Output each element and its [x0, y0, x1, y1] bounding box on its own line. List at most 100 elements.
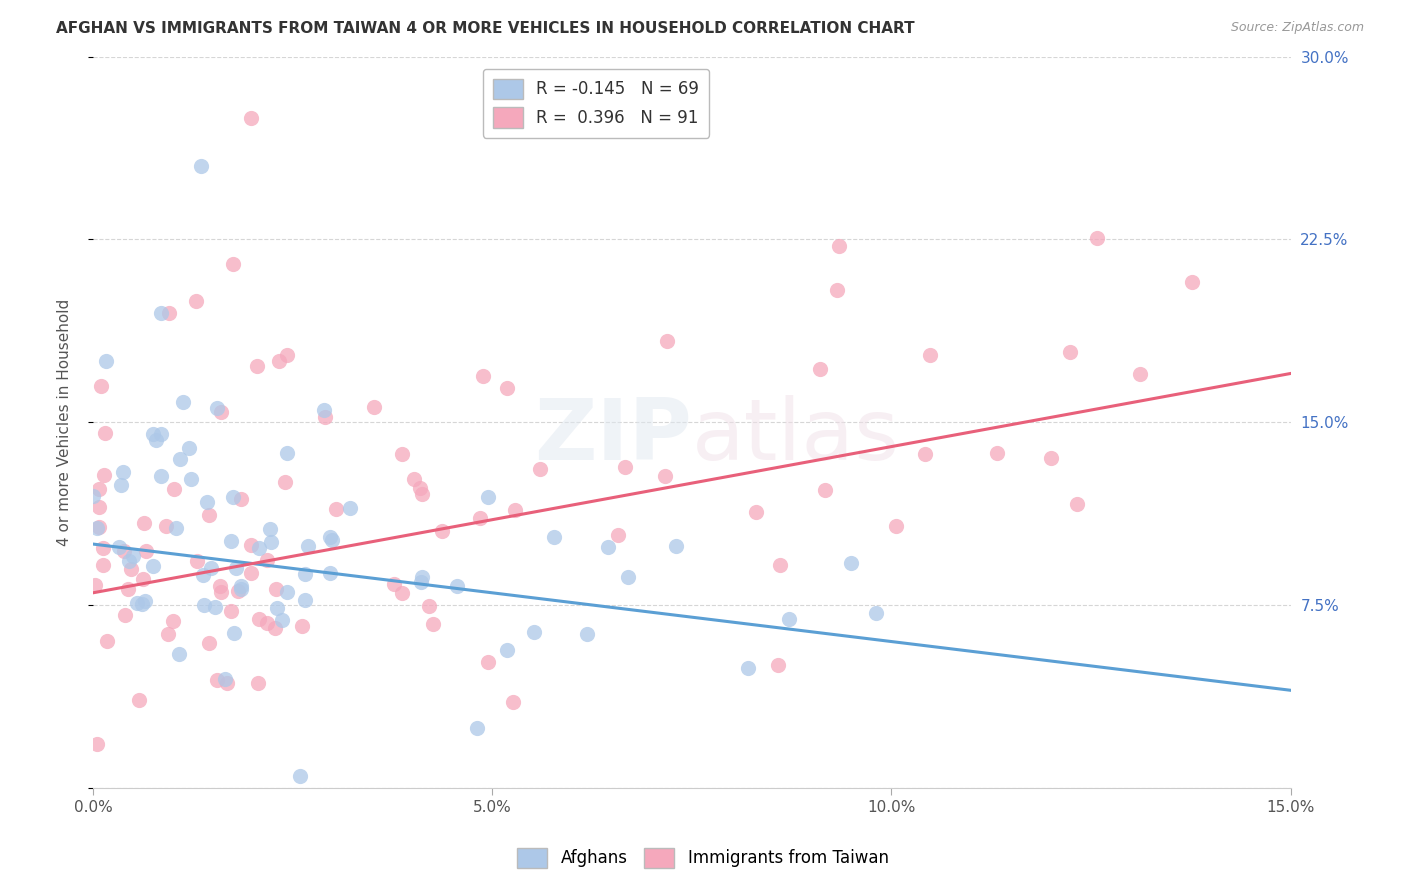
Point — [470, 510, 492, 524]
Point — [411, 487, 433, 501]
Text: Source: ZipAtlas.com: Source: ZipAtlas.com — [1230, 21, 1364, 34]
Point — [229, 491, 252, 506]
Point — [219, 534, 242, 549]
Point — [112, 543, 135, 558]
Point — [135, 544, 157, 558]
Point — [107, 540, 129, 554]
Point — [808, 362, 831, 376]
Point — [132, 516, 155, 531]
Point — [314, 409, 336, 424]
Point — [240, 538, 263, 552]
Legend: Afghans, Immigrants from Taiwan: Afghans, Immigrants from Taiwan — [510, 841, 896, 875]
Point — [125, 596, 148, 610]
Point — [288, 768, 311, 782]
Point — [391, 586, 413, 600]
Point — [495, 643, 517, 657]
Point — [209, 579, 232, 593]
Point — [195, 495, 218, 509]
Point — [155, 519, 177, 533]
Point — [1059, 344, 1081, 359]
Point — [402, 472, 425, 486]
Point — [325, 502, 347, 516]
Point — [598, 541, 620, 555]
Point — [318, 530, 340, 544]
Point — [229, 579, 252, 593]
Point — [131, 597, 153, 611]
Point — [90, 378, 112, 392]
Point — [145, 433, 167, 447]
Point — [276, 585, 298, 599]
Point — [163, 482, 186, 496]
Point — [205, 673, 228, 687]
Point — [142, 427, 165, 442]
Point — [240, 111, 263, 125]
Point — [96, 354, 118, 368]
Point — [411, 570, 433, 584]
Point — [89, 482, 111, 496]
Point — [121, 549, 143, 564]
Point — [229, 582, 252, 596]
Legend: R = -0.145   N = 69, R =  0.396   N = 91: R = -0.145 N = 69, R = 0.396 N = 91 — [482, 69, 709, 137]
Point — [114, 607, 136, 622]
Point — [769, 558, 792, 573]
Point — [986, 445, 1008, 459]
Point — [117, 582, 139, 597]
Point — [382, 577, 405, 591]
Point — [87, 520, 110, 534]
Point — [477, 655, 499, 669]
Point — [112, 465, 135, 479]
Point — [157, 305, 180, 319]
Point — [409, 481, 432, 495]
Point — [294, 567, 316, 582]
Text: ZIP: ZIP — [534, 395, 692, 478]
Point — [505, 503, 527, 517]
Point — [93, 468, 115, 483]
Point — [256, 616, 278, 631]
Point — [575, 626, 598, 640]
Point — [422, 617, 444, 632]
Point — [744, 505, 766, 519]
Point — [128, 693, 150, 707]
Point — [1181, 275, 1204, 289]
Point — [1085, 230, 1108, 244]
Point — [841, 556, 863, 570]
Point — [766, 658, 789, 673]
Point — [215, 676, 238, 690]
Point — [204, 600, 226, 615]
Point — [165, 521, 187, 535]
Point — [246, 359, 269, 373]
Point — [209, 585, 232, 599]
Point — [267, 354, 290, 368]
Point — [271, 613, 294, 627]
Point — [162, 614, 184, 628]
Point — [118, 554, 141, 568]
Point — [246, 676, 269, 690]
Point — [825, 283, 848, 297]
Point — [865, 607, 887, 621]
Point — [496, 381, 519, 395]
Point — [477, 490, 499, 504]
Point — [814, 483, 837, 498]
Point — [467, 722, 489, 736]
Point — [200, 561, 222, 575]
Point — [169, 451, 191, 466]
Point — [266, 601, 288, 615]
Point — [543, 529, 565, 543]
Point — [205, 401, 228, 416]
Point — [209, 405, 232, 419]
Point — [247, 611, 270, 625]
Point — [290, 619, 312, 633]
Point — [134, 594, 156, 608]
Point — [918, 348, 941, 362]
Text: AFGHAN VS IMMIGRANTS FROM TAIWAN 4 OR MORE VEHICLES IN HOUSEHOLD CORRELATION CHA: AFGHAN VS IMMIGRANTS FROM TAIWAN 4 OR MO… — [56, 21, 915, 36]
Point — [430, 524, 453, 538]
Point — [339, 501, 361, 516]
Point — [180, 472, 202, 486]
Point — [82, 489, 104, 503]
Point — [665, 539, 688, 553]
Point — [221, 257, 243, 271]
Point — [142, 558, 165, 573]
Point — [363, 400, 385, 414]
Point — [87, 500, 110, 514]
Point — [240, 566, 263, 580]
